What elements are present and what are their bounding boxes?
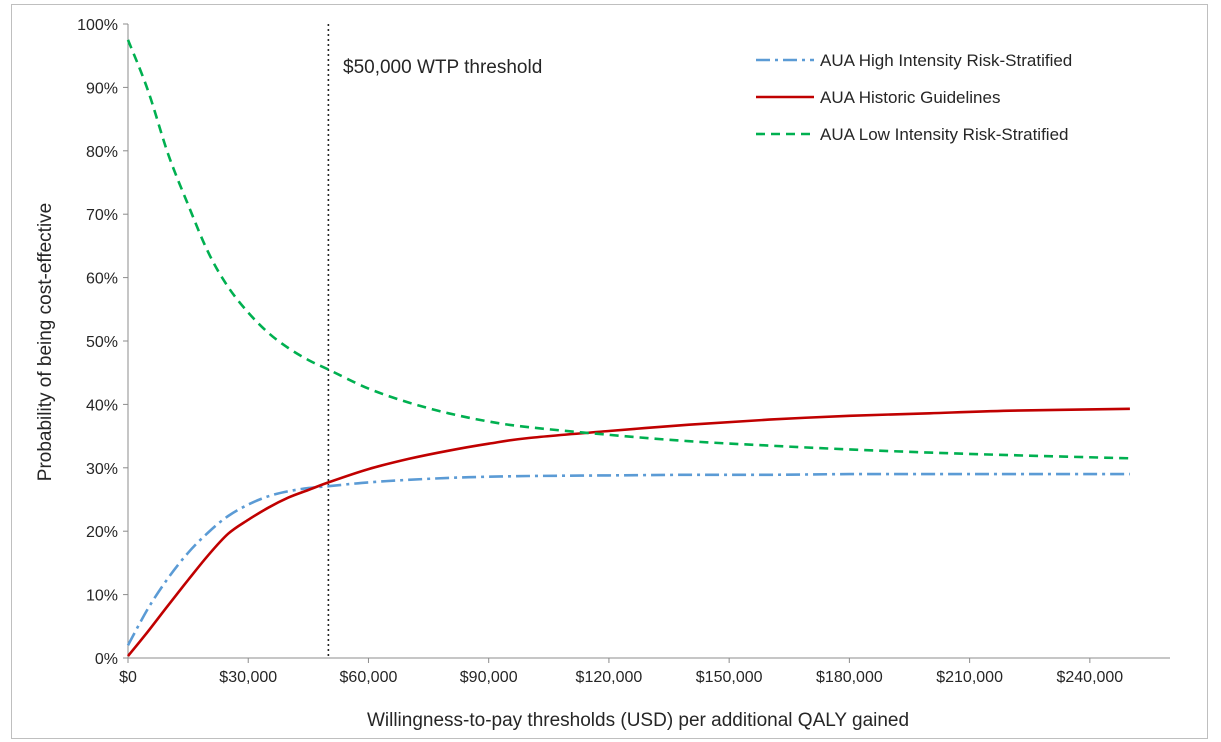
series-line-1 xyxy=(126,472,1130,646)
y-axis-title: Probability of being cost-effective xyxy=(35,203,56,481)
series-line-3 xyxy=(126,39,1130,460)
x-tick-label: $210,000 xyxy=(936,669,1003,686)
y-tick-label: 10% xyxy=(86,588,118,605)
x-tick-label: $90,000 xyxy=(460,669,518,686)
x-axis-title: Willingness-to-pay thresholds (USD) per … xyxy=(367,710,909,731)
y-tick-label: 100% xyxy=(77,17,118,34)
y-tick-label: 50% xyxy=(86,334,118,351)
y-tick-label: 40% xyxy=(86,397,118,414)
x-tick-label: $150,000 xyxy=(696,669,763,686)
wtp-threshold-label: $50,000 WTP threshold xyxy=(343,57,542,78)
x-tick-label: $60,000 xyxy=(340,669,398,686)
legend-label-1: AUA High Intensity Risk-Stratified xyxy=(820,51,1072,70)
series-line-2 xyxy=(126,407,1130,657)
x-axis-ticks: $0 $30,000 $60,000 $90,000 $120,000 $150,000 $… xyxy=(119,658,1123,686)
y-tick-label: 90% xyxy=(86,80,118,97)
y-tick-label: 60% xyxy=(86,271,118,288)
x-tick-label: $0 xyxy=(119,669,137,686)
y-tick-label: 20% xyxy=(86,524,118,541)
legend-label-2: AUA Historic Guidelines xyxy=(820,88,1000,107)
chart-frame xyxy=(11,4,1208,739)
legend-label-3: AUA Low Intensity Risk-Stratified xyxy=(820,125,1068,144)
y-axis-ticks: 0% 10% 20% 30% 40% 50% 60% 70% 80% 90% 100% xyxy=(77,17,128,668)
plot-area xyxy=(127,24,1170,659)
y-tick-label: 30% xyxy=(86,461,118,478)
x-tick-label: $180,000 xyxy=(816,669,883,686)
series-layer xyxy=(126,39,1130,657)
y-tick-label: 80% xyxy=(86,144,118,161)
y-tick-label: 70% xyxy=(86,207,118,224)
x-tick-label: $240,000 xyxy=(1056,669,1123,686)
x-tick-label: $30,000 xyxy=(219,669,277,686)
x-tick-label: $120,000 xyxy=(576,669,643,686)
legend: AUA High Intensity Risk-Stratified AUA Hi… xyxy=(756,51,1072,144)
y-tick-label: 0% xyxy=(95,651,118,668)
